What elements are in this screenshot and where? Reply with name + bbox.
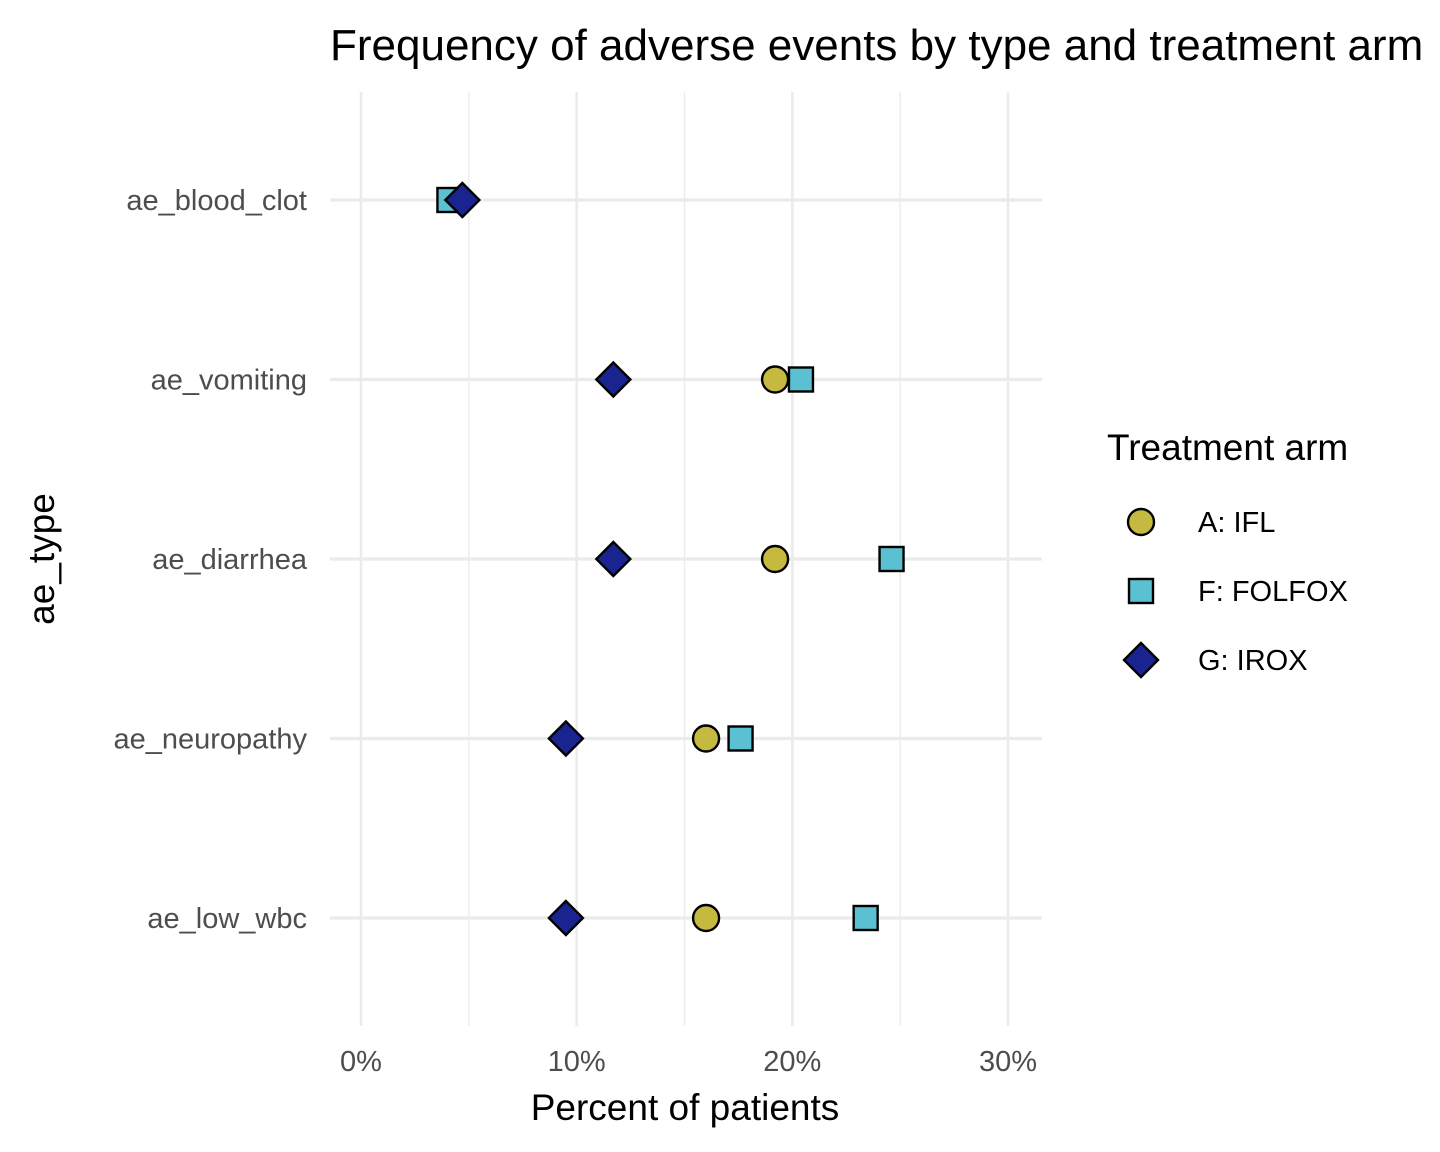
point-circle [691, 724, 721, 753]
chart-title: Frequency of adverse events by type and … [330, 21, 1423, 70]
legend-label: F: FOLFOX [1198, 576, 1348, 608]
point-diamond [594, 540, 633, 578]
point-circle [691, 903, 721, 933]
y-tick-label: ae_diarrhea [152, 544, 308, 576]
y-tick-labels: ae_blood_clot ae_vomiting ae_diarrhea ae_ne… [114, 185, 308, 935]
x-tick-label: 0% [340, 1046, 382, 1078]
x-tick-label: 20% [763, 1046, 821, 1078]
legend-label: G: IROX [1198, 645, 1308, 677]
legend-title: Treatment arm [1107, 427, 1348, 468]
x-tick-labels: 0% 10% 20% 30% [340, 1046, 1037, 1078]
point-circle [760, 365, 790, 394]
point-diamond [594, 360, 633, 399]
legend-label: A: IFL [1198, 507, 1275, 539]
x-axis-title: Percent of patients [531, 1087, 840, 1128]
point-diamond [443, 181, 482, 219]
legend: Treatment arm A: IFL F: FOLFOX G: IROX [1107, 427, 1348, 679]
x-tick-label: 10% [548, 1046, 606, 1078]
point-diamond [547, 719, 585, 758]
point-square [878, 545, 905, 573]
point-square [727, 725, 754, 752]
point-square [787, 366, 815, 393]
point-diamond [547, 899, 585, 937]
y-tick-label: ae_blood_clot [126, 185, 307, 217]
data-points [436, 181, 905, 937]
legend-key-diamond [1122, 641, 1160, 679]
point-circle [760, 544, 790, 574]
legend-key-circle [1126, 507, 1156, 537]
legend-items: A: IFL F: FOLFOX G: IROX [1122, 507, 1348, 679]
y-tick-label: ae_low_wbc [147, 903, 307, 935]
legend-key-square [1127, 577, 1155, 605]
grid [330, 92, 1042, 1026]
point-square [852, 904, 879, 932]
y-tick-label: ae_vomiting [151, 365, 307, 397]
y-tick-label: ae_neuropathy [114, 724, 308, 756]
y-axis-title: ae_type [21, 493, 62, 625]
x-tick-label: 30% [979, 1046, 1037, 1078]
